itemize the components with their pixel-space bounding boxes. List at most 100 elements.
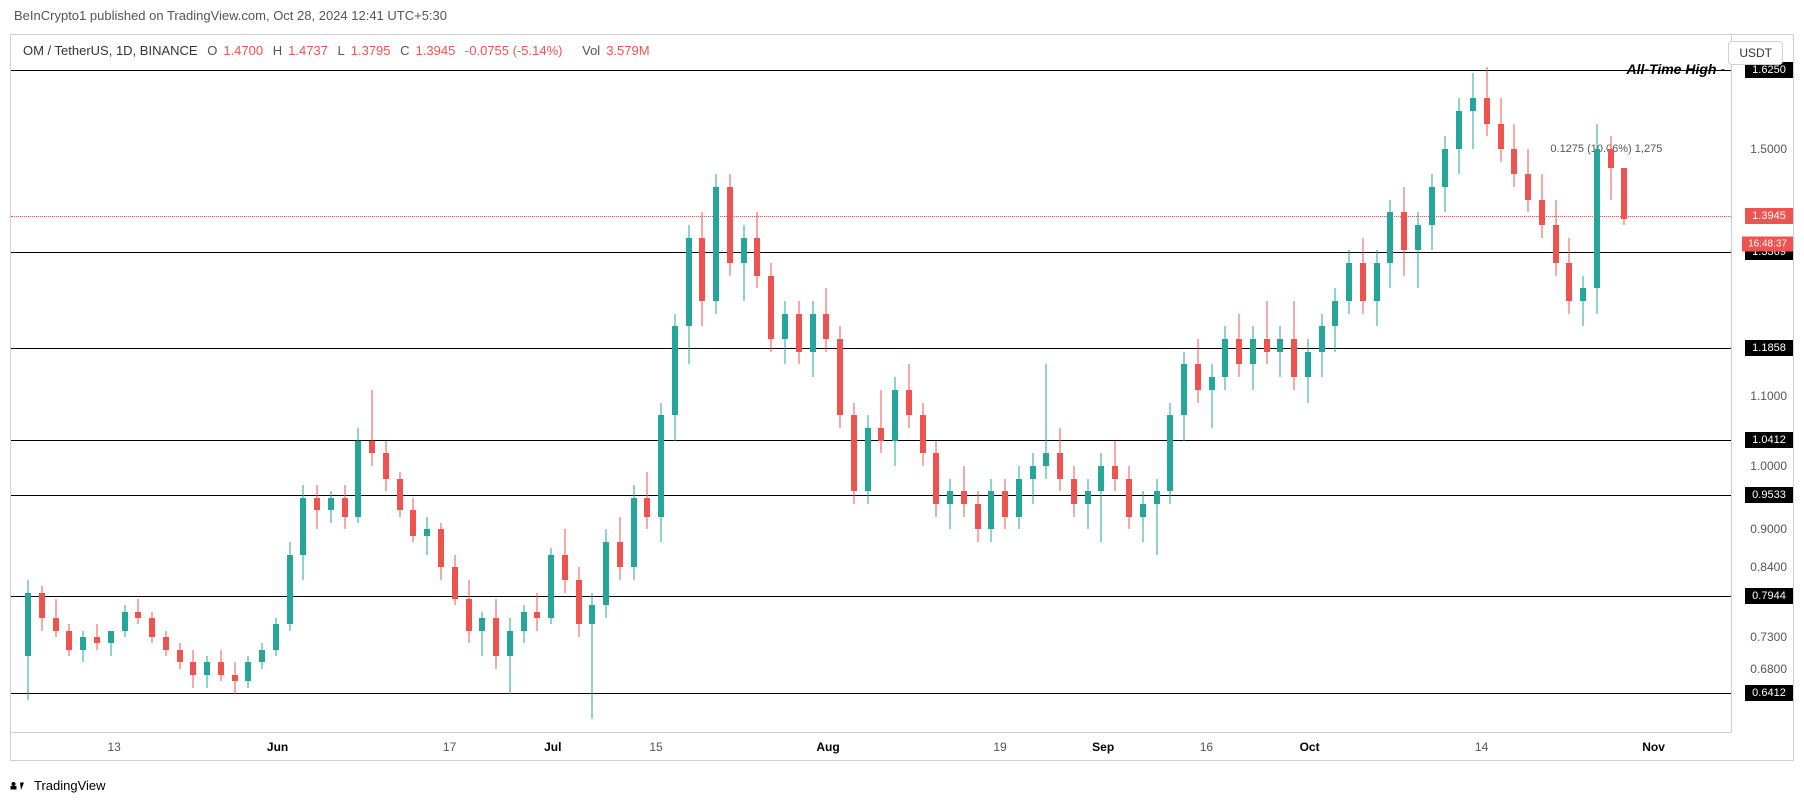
candle[interactable]: [837, 326, 843, 427]
candle[interactable]: [328, 491, 334, 523]
candle[interactable]: [810, 301, 816, 377]
candle[interactable]: [796, 301, 802, 364]
candle[interactable]: [603, 529, 609, 618]
candle[interactable]: [66, 624, 72, 656]
candle[interactable]: [342, 485, 348, 529]
candle[interactable]: [190, 650, 196, 688]
candle[interactable]: [1181, 352, 1187, 441]
candle[interactable]: [1498, 98, 1504, 161]
candle[interactable]: [1525, 149, 1531, 212]
horizontal-line[interactable]: [11, 70, 1731, 71]
candle[interactable]: [534, 593, 540, 631]
candle[interactable]: [741, 225, 747, 301]
horizontal-line[interactable]: [11, 495, 1731, 496]
candle[interactable]: [1112, 441, 1118, 492]
candle[interactable]: [1222, 326, 1228, 389]
y-axis[interactable]: 1.50001.10001.00000.90000.84000.73000.68…: [1731, 35, 1793, 732]
candle[interactable]: [1085, 479, 1091, 530]
candle[interactable]: [479, 612, 485, 656]
candle[interactable]: [1429, 174, 1435, 250]
candle[interactable]: [1154, 479, 1160, 555]
candle[interactable]: [823, 288, 829, 351]
candle[interactable]: [1539, 174, 1545, 237]
candle[interactable]: [163, 631, 169, 656]
candle[interactable]: [108, 631, 114, 656]
horizontal-line[interactable]: [11, 252, 1731, 253]
candle[interactable]: [218, 650, 224, 682]
candle[interactable]: [1332, 288, 1338, 351]
horizontal-line[interactable]: [11, 693, 1731, 694]
candle[interactable]: [920, 403, 926, 466]
candle[interactable]: [1401, 187, 1407, 276]
candle[interactable]: [1387, 200, 1393, 289]
candle[interactable]: [1002, 479, 1008, 530]
candle[interactable]: [355, 428, 361, 523]
candle[interactable]: [562, 529, 568, 592]
candle[interactable]: [1236, 314, 1242, 377]
candle[interactable]: [988, 479, 994, 542]
tradingview-footer[interactable]: TradingView: [10, 778, 106, 793]
candle[interactable]: [947, 479, 953, 530]
candle[interactable]: [933, 441, 939, 517]
candle[interactable]: [1319, 314, 1325, 377]
candle[interactable]: [1071, 466, 1077, 517]
candle[interactable]: [1566, 238, 1572, 314]
candle[interactable]: [961, 466, 967, 517]
candle[interactable]: [1594, 124, 1600, 314]
candle[interactable]: [314, 485, 320, 529]
candle[interactable]: [1511, 124, 1517, 187]
candle[interactable]: [1030, 453, 1036, 504]
candle[interactable]: [383, 441, 389, 492]
candle[interactable]: [1346, 250, 1352, 313]
candle[interactable]: [782, 301, 788, 364]
candle[interactable]: [287, 542, 293, 631]
candle[interactable]: [80, 631, 86, 663]
candle[interactable]: [521, 605, 527, 643]
candle[interactable]: [493, 599, 499, 669]
candle[interactable]: [631, 485, 637, 580]
candle[interactable]: [177, 643, 183, 668]
candle[interactable]: [686, 225, 692, 364]
candle[interactable]: [672, 314, 678, 441]
candle[interactable]: [39, 586, 45, 630]
candle[interactable]: [892, 377, 898, 466]
candle[interactable]: [576, 567, 582, 637]
candle[interactable]: [1264, 301, 1270, 364]
candle[interactable]: [644, 472, 650, 529]
candle[interactable]: [1580, 276, 1586, 327]
candle[interactable]: [851, 403, 857, 504]
x-axis[interactable]: 13Jun17Jul15Aug19Sep16Oct14Nov: [11, 732, 1731, 760]
candle[interactable]: [259, 643, 265, 668]
candle[interactable]: [1098, 453, 1104, 542]
candle[interactable]: [424, 517, 430, 555]
chart-area[interactable]: All-Time High -0.1275 (10.06%) 1,275: [11, 35, 1731, 732]
candle[interactable]: [768, 263, 774, 352]
candle[interactable]: [1442, 136, 1448, 212]
symbol-label[interactable]: OM / TetherUS, 1D, BINANCE: [23, 43, 198, 58]
candle[interactable]: [149, 612, 155, 644]
horizontal-line[interactable]: [11, 596, 1731, 597]
candle[interactable]: [699, 212, 705, 326]
candle[interactable]: [727, 174, 733, 275]
candle[interactable]: [1470, 73, 1476, 149]
candle[interactable]: [300, 485, 306, 580]
candle[interactable]: [273, 618, 279, 656]
horizontal-line[interactable]: [11, 440, 1731, 441]
candle[interactable]: [1057, 428, 1063, 491]
candle[interactable]: [438, 523, 444, 580]
candle[interactable]: [1291, 301, 1297, 390]
candle[interactable]: [25, 580, 31, 700]
candle[interactable]: [452, 555, 458, 606]
candle[interactable]: [1277, 326, 1283, 377]
candle[interactable]: [94, 624, 100, 649]
candle[interactable]: [1374, 250, 1380, 326]
candle[interactable]: [245, 656, 251, 688]
candle[interactable]: [204, 656, 210, 688]
candle[interactable]: [1456, 98, 1462, 174]
candle[interactable]: [1195, 339, 1201, 402]
candle[interactable]: [906, 364, 912, 427]
candle[interactable]: [1209, 364, 1215, 427]
candle[interactable]: [466, 580, 472, 643]
candle[interactable]: [548, 548, 554, 624]
candle[interactable]: [865, 415, 871, 504]
